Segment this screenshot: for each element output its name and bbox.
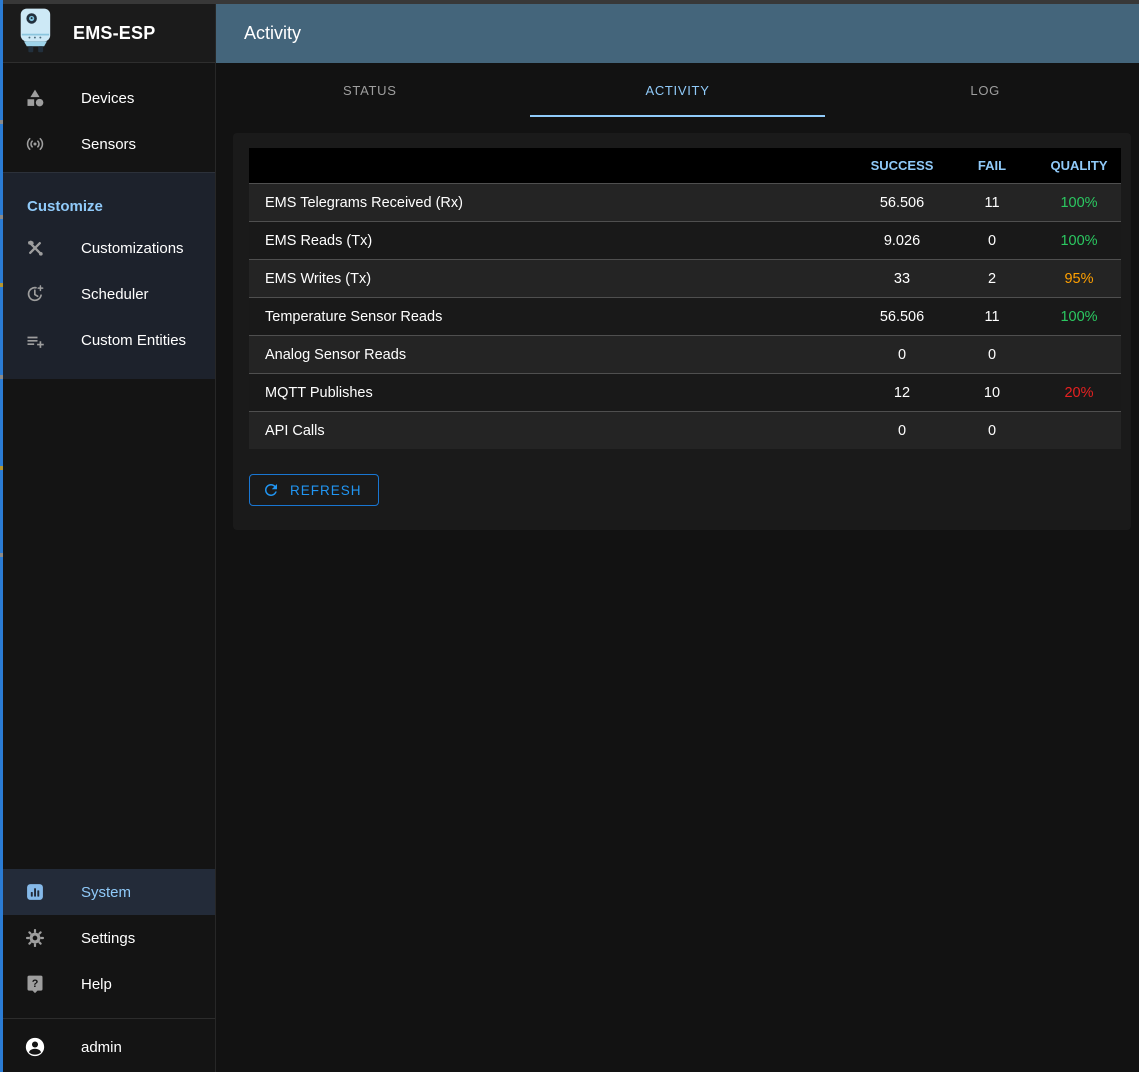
row-quality-value: 20%	[1064, 384, 1094, 401]
table-row: EMS Telegrams Received (Rx) 56.506 11 100%	[249, 183, 1121, 221]
playlist-add-icon	[24, 330, 46, 350]
table-row: EMS Writes (Tx) 33 2 95%	[249, 259, 1121, 297]
refresh-icon	[262, 481, 280, 499]
row-fail-value: 10	[983, 384, 1001, 401]
table-header-row: SUCCESS FAIL QUALITY	[249, 148, 1121, 183]
category-icon	[24, 88, 46, 108]
row-quality-value: 95%	[1064, 270, 1094, 287]
header-success: SUCCESS	[870, 158, 934, 173]
row-label: Temperature Sensor Reads	[265, 308, 443, 325]
sidebar-item-admin[interactable]: admin	[3, 1024, 215, 1070]
row-label: API Calls	[265, 422, 325, 439]
analytics-icon	[24, 882, 46, 902]
page-title: Activity	[244, 23, 302, 43]
svg-text:?: ?	[32, 978, 39, 990]
more-time-icon	[24, 284, 46, 304]
activity-table: SUCCESS FAIL QUALITY EMS Telegrams Recei…	[249, 148, 1121, 449]
tab-log[interactable]: LOG	[970, 82, 1000, 98]
row-quality-value: 100%	[1060, 194, 1098, 211]
sidebar-item-label: Sensors	[81, 135, 137, 153]
table-row: Temperature Sensor Reads 56.506 11 100%	[249, 297, 1121, 335]
row-fail-value: 0	[987, 346, 997, 363]
boiler-logo-icon	[16, 7, 56, 60]
tab-activity[interactable]: ACTIVITY	[524, 63, 832, 117]
row-success-value: 56.506	[879, 308, 925, 325]
row-success-value: 9.026	[883, 232, 921, 249]
sidebar-item-label: System	[81, 883, 132, 901]
sidebar-item-settings[interactable]: Settings	[3, 915, 215, 961]
edge-marker	[0, 215, 3, 219]
sidebar-spacer	[3, 379, 215, 869]
sidebar-header: EMS-ESP	[3, 4, 215, 63]
row-fail-value: 2	[987, 270, 997, 287]
sidebar-item-devices[interactable]: Devices	[3, 75, 215, 121]
appbar: Activity	[216, 4, 1139, 63]
row-success-value: 0	[897, 346, 907, 363]
sidebar: EMS-ESP Devices Sensors	[3, 4, 216, 1072]
edge-marker	[0, 553, 3, 557]
sidebar-bottom-nav: System	[3, 869, 215, 1072]
row-fail-value: 0	[987, 422, 997, 439]
sidebar-divider	[3, 1018, 215, 1019]
tab-bar: STATUS ACTIVITY LOG	[216, 63, 1139, 117]
row-label: Analog Sensor Reads	[265, 346, 407, 363]
row-success-value: 0	[897, 422, 907, 439]
edge-marker	[0, 466, 3, 470]
sidebar-item-system[interactable]: System	[3, 869, 215, 915]
table-body: EMS Telegrams Received (Rx) 56.506 11 100% E…	[249, 183, 1121, 449]
activity-card: SUCCESS FAIL QUALITY EMS Telegrams Recei…	[233, 133, 1131, 530]
tab-status[interactable]: STATUS	[343, 82, 397, 98]
sidebar-item-label: Settings	[81, 929, 136, 947]
sidebar-item-sensors[interactable]: Sensors	[3, 121, 215, 167]
edge-marker	[0, 375, 3, 379]
sidebar-user-label: admin	[81, 1038, 122, 1056]
table-row: API Calls 0 0	[249, 411, 1121, 449]
live-help-icon: ?	[24, 974, 46, 994]
row-success-value: 33	[893, 270, 911, 287]
table-row: MQTT Publishes 12 10 20%	[249, 373, 1121, 411]
row-quality-value: 100%	[1060, 232, 1098, 249]
window-edge-strip	[0, 0, 3, 1072]
row-fail-value: 0	[987, 232, 997, 249]
refresh-button-label: REFRESH	[290, 482, 362, 498]
sidebar-item-label: Devices	[81, 89, 135, 107]
refresh-button[interactable]: REFRESH	[249, 474, 379, 506]
account-circle-icon	[24, 1036, 46, 1058]
sidebar-item-custom-entities[interactable]: Custom Entities	[3, 317, 215, 363]
sidebar-customize-section: Customize Customizations Schedul	[3, 172, 215, 379]
row-label: EMS Telegrams Received (Rx)	[265, 194, 463, 211]
table-row: Analog Sensor Reads 0 0	[249, 335, 1121, 373]
gear-icon	[24, 928, 46, 948]
row-fail-value: 11	[984, 194, 1000, 211]
table-row: EMS Reads (Tx) 9.026 0 100%	[249, 221, 1121, 259]
sidebar-item-label: Help	[81, 975, 112, 993]
sidebar-item-label: Custom Entities	[81, 331, 187, 349]
edge-marker	[0, 283, 3, 287]
construction-icon	[24, 238, 46, 258]
row-success-value: 56.506	[879, 194, 925, 211]
header-fail: FAIL	[977, 158, 1007, 173]
sidebar-main-nav: Devices Sensors	[3, 63, 215, 169]
sidebar-item-help[interactable]: ? Help	[3, 961, 215, 1007]
app-title: EMS-ESP	[73, 22, 156, 43]
row-label: EMS Writes (Tx)	[265, 270, 372, 287]
sensors-icon	[24, 134, 46, 154]
row-fail-value: 11	[984, 308, 1000, 325]
row-label: EMS Reads (Tx)	[265, 232, 373, 249]
sidebar-item-label: Scheduler	[81, 285, 149, 303]
window-top-strip	[0, 0, 1139, 4]
row-success-value: 12	[893, 384, 911, 401]
sidebar-item-scheduler[interactable]: Scheduler	[3, 271, 215, 317]
row-label: MQTT Publishes	[265, 384, 373, 401]
header-quality: QUALITY	[1050, 158, 1108, 173]
edge-marker	[0, 120, 3, 124]
customize-section-title: Customize	[27, 198, 103, 215]
sidebar-item-label: Customizations	[81, 239, 184, 257]
sidebar-item-customizations[interactable]: Customizations	[3, 225, 215, 271]
row-quality-value: 100%	[1060, 308, 1098, 325]
